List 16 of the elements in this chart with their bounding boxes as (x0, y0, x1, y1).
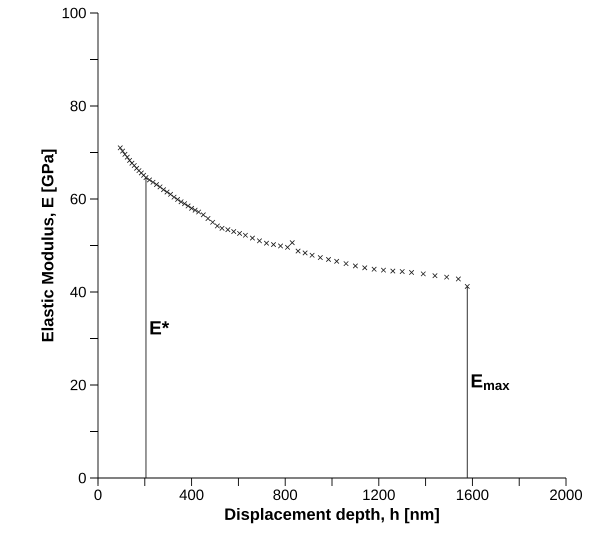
y-tick-label: 0 (78, 472, 86, 484)
x-tick-label: 0 (94, 490, 102, 500)
x-tick-label: 400 (179, 490, 204, 500)
x-axis-title: Displacement depth, h [nm] (225, 508, 439, 524)
y-axis-title: Elastic Modulus, E [GPa] (41, 150, 57, 342)
ref-line-label: E* (150, 321, 170, 334)
y-tick-label: 60 (70, 194, 86, 204)
x-tick-label: 1600 (456, 490, 488, 500)
x-tick-label: 2000 (550, 490, 582, 500)
y-tick-label: 20 (70, 380, 86, 390)
y-tick-label: 100 (62, 8, 86, 18)
x-tick-label: 1200 (363, 490, 395, 500)
y-tick-label: 80 (70, 100, 86, 112)
ref-line-label: E$_{max}$ (472, 374, 510, 390)
y-tick-label: 40 (70, 286, 86, 298)
x-tick-label: 800 (273, 490, 298, 500)
